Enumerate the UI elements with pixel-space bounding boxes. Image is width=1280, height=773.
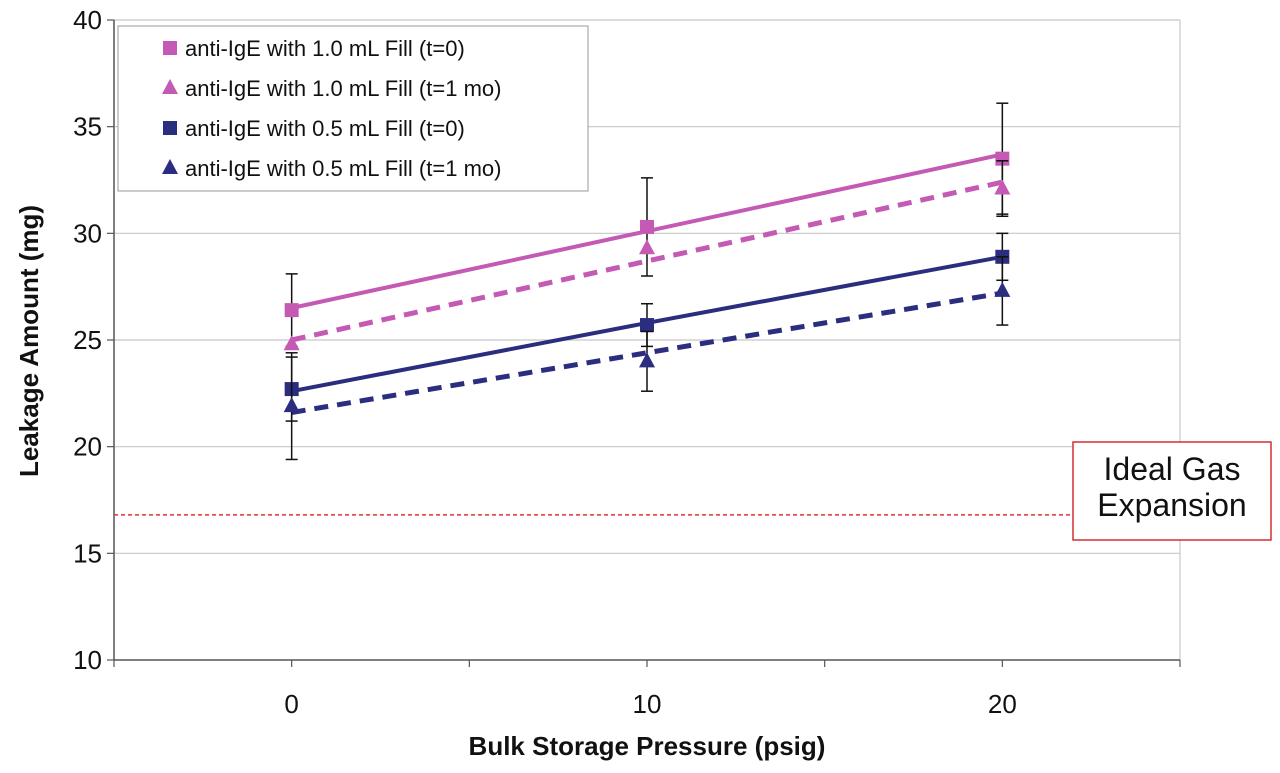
series-line <box>291 290 1003 415</box>
data-point <box>994 179 1011 195</box>
axes: 10 15 20 25 30 35 40 0 10 20 <box>73 5 1181 719</box>
legend-marker <box>162 79 178 94</box>
y-tick-label: 10 <box>73 645 102 675</box>
y-tick-label: 20 <box>73 432 102 462</box>
x-tick-label: 0 <box>284 689 298 719</box>
legend-marker <box>162 159 178 174</box>
legend-entry-label: anti-IgE with 1.0 mL Fill (t=1 mo) <box>185 76 501 101</box>
y-tick-label: 35 <box>73 112 102 142</box>
data-point <box>283 335 300 351</box>
y-tick-label: 30 <box>73 218 102 248</box>
x-tick-label: 20 <box>988 689 1017 719</box>
y-tick-label: 40 <box>73 5 102 35</box>
data-point <box>994 281 1011 297</box>
data-point <box>995 151 1010 166</box>
data-point <box>283 397 300 413</box>
legend-box <box>117 25 589 192</box>
series-group <box>283 102 1011 461</box>
series-4 <box>283 256 1011 461</box>
y-tick-label: 15 <box>73 538 102 568</box>
legend: anti-IgE with 1.0 mL Fill (t=0) anti-IgE … <box>117 25 589 192</box>
series-2 <box>283 160 1011 351</box>
legend-marker <box>163 41 177 55</box>
annotation-text: Ideal Gas <box>1104 451 1241 487</box>
legend-entry-label: anti-IgE with 0.5 mL Fill (t=1 mo) <box>185 156 501 181</box>
y-axis-title: Leakage Amount (mg) <box>14 205 44 477</box>
y-tick-label: 25 <box>73 325 102 355</box>
x-tick-label: 10 <box>633 689 662 719</box>
data-point <box>640 219 654 234</box>
data-point <box>284 303 299 318</box>
legend-marker <box>163 121 177 135</box>
data-point <box>639 239 655 255</box>
annotation-text: Expansion <box>1097 487 1246 523</box>
legend-entry-label: anti-IgE with 0.5 mL Fill (t=0) <box>185 116 465 141</box>
series-line <box>291 179 1003 343</box>
x-axis-title: Bulk Storage Pressure (psig) <box>469 731 826 761</box>
legend-entry-label: anti-IgE with 1.0 mL Fill (t=0) <box>185 36 465 61</box>
annotation-box <box>1072 441 1272 541</box>
data-point <box>639 352 655 368</box>
data-point <box>640 318 654 333</box>
